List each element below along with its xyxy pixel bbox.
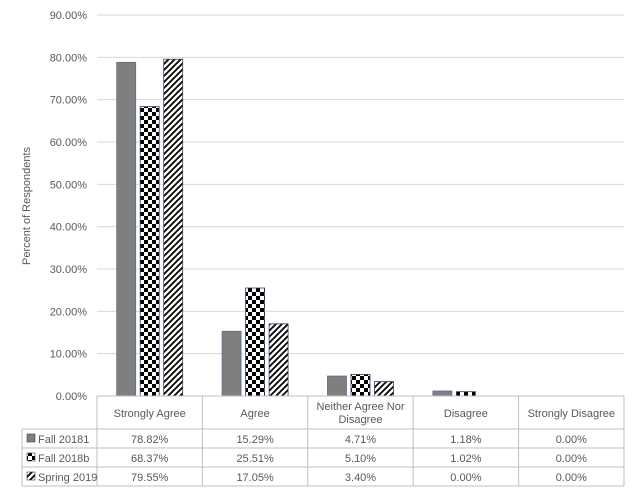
y-axis-ticks: 0.00% 10.00% 20.00% 30.00% 40.00% 50.00% 60.00… xyxy=(50,10,88,403)
data-label: 68.37% xyxy=(131,453,169,465)
legend-label: Fall 20181 xyxy=(38,434,89,446)
legend-swatch xyxy=(26,452,36,462)
bar xyxy=(268,323,289,397)
gridlines xyxy=(97,14,624,397)
y-tick-label: 20.00% xyxy=(50,306,88,318)
y-tick-label: 30.00% xyxy=(50,264,88,276)
bar xyxy=(221,330,242,397)
bar xyxy=(116,61,137,397)
y-tick-label: 0.00% xyxy=(56,391,87,403)
bar xyxy=(327,375,347,397)
category-label: Disagree xyxy=(338,414,382,426)
category-label: Disagree xyxy=(444,408,488,420)
bar xyxy=(139,106,160,397)
category-label: Neither Agree Nor xyxy=(316,401,404,413)
data-label: 17.05% xyxy=(236,472,274,484)
bar xyxy=(432,390,453,397)
y-tick-label: 70.00% xyxy=(50,95,88,107)
category-label: Strongly Agree xyxy=(114,408,186,420)
data-label: 4.71% xyxy=(345,434,376,446)
data-label: 79.55% xyxy=(131,472,169,484)
legend-swatch xyxy=(26,471,36,481)
y-tick-label: 80.00% xyxy=(50,52,88,64)
data-label: 0.00% xyxy=(450,472,481,484)
data-label: 0.00% xyxy=(556,453,587,465)
bar xyxy=(350,374,371,397)
data-label: 0.00% xyxy=(556,434,587,446)
legend-swatch xyxy=(26,433,36,443)
data-label: 3.40% xyxy=(345,472,376,484)
y-tick-label: 40.00% xyxy=(50,222,88,234)
legend-label: Spring 2019 xyxy=(38,472,97,484)
category-label: Agree xyxy=(240,408,269,420)
data-label: 15.29% xyxy=(236,434,274,446)
y-axis-label: Percent of Respondents xyxy=(21,146,33,265)
bar xyxy=(374,381,394,397)
data-label: 78.82% xyxy=(131,434,169,446)
bar xyxy=(245,287,266,397)
legend-label: Fall 2018b xyxy=(38,453,89,465)
data-label: 1.18% xyxy=(450,434,481,446)
data-label: 1.02% xyxy=(450,453,481,465)
y-tick-label: 10.00% xyxy=(50,349,88,361)
category-label: Strongly Disagree xyxy=(528,408,615,420)
data-label: 5.10% xyxy=(345,453,376,465)
y-tick-label: 90.00% xyxy=(50,10,88,22)
y-tick-label: 60.00% xyxy=(50,137,88,149)
bar xyxy=(163,58,184,397)
bar xyxy=(455,391,476,397)
y-tick-label: 50.00% xyxy=(50,179,88,191)
bars xyxy=(116,58,476,397)
data-label: 0.00% xyxy=(556,472,587,484)
data-label: 25.51% xyxy=(236,453,274,465)
